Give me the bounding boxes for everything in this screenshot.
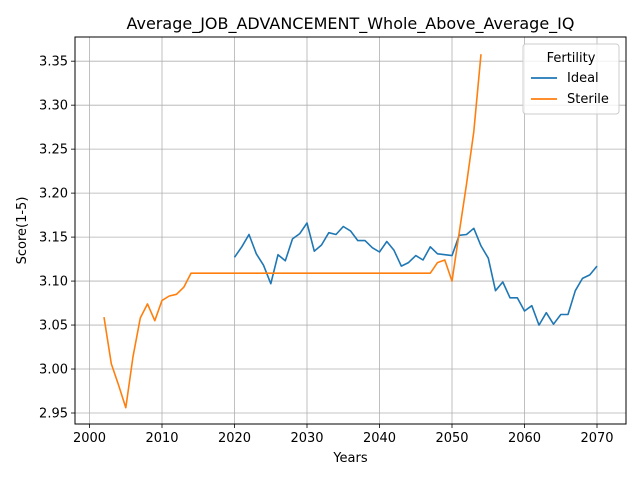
x-tick-label: 2040 bbox=[363, 431, 396, 446]
y-tick-label: 2.95 bbox=[39, 407, 68, 422]
series-layer bbox=[103, 54, 598, 409]
plot-frame bbox=[74, 36, 627, 425]
legend-box bbox=[522, 43, 620, 115]
y-tick-label: 3.30 bbox=[39, 99, 68, 114]
series-line-ideal bbox=[233, 222, 598, 326]
legend-label-sterile: Sterile bbox=[567, 92, 609, 107]
legend-label-ideal: Ideal bbox=[567, 71, 599, 86]
series-line-sterile bbox=[103, 54, 482, 409]
legend: Fertility Ideal Sterile bbox=[522, 43, 620, 115]
y-tick-label: 3.35 bbox=[39, 55, 68, 70]
y-tick-label: 3.10 bbox=[39, 275, 68, 290]
x-tick-label: 2050 bbox=[435, 431, 468, 446]
y-tick-label: 3.25 bbox=[39, 143, 68, 158]
y-tick-label: 3.15 bbox=[39, 231, 68, 246]
x-tick-label: 2030 bbox=[290, 431, 323, 446]
y-axis: 2.95 3.00 3.05 3.10 3.15 3.20 3.25 3.30 3.35 bbox=[39, 55, 75, 422]
y-axis-label: Score(1-5) bbox=[15, 197, 30, 265]
x-tick-label: 2070 bbox=[580, 431, 613, 446]
chart-title: Average_JOB_ADVANCEMENT_Whole_Above_Aver… bbox=[126, 14, 574, 34]
x-tick-label: 2020 bbox=[218, 431, 251, 446]
x-tick-label: 2010 bbox=[145, 431, 178, 446]
legend-items: Ideal Sterile bbox=[531, 71, 609, 107]
x-axis-label: Years bbox=[332, 451, 368, 466]
y-tick-label: 3.05 bbox=[39, 319, 68, 334]
y-tick-label: 3.00 bbox=[39, 363, 68, 378]
x-tick-label: 2000 bbox=[73, 431, 106, 446]
x-axis: 2000 2010 2020 2030 2040 2050 2060 2070 bbox=[73, 424, 614, 446]
y-tick-label: 3.20 bbox=[39, 187, 68, 202]
legend-title: Fertility bbox=[547, 51, 596, 66]
x-tick-label: 2060 bbox=[508, 431, 541, 446]
